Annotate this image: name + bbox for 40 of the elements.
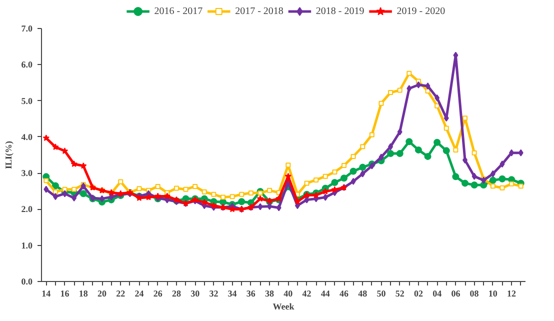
x-tick-label: 32 [209, 288, 219, 298]
y-tick-label: 3.0 [21, 168, 33, 178]
x-tick-label: 06 [451, 288, 461, 298]
x-tick-label: 28 [172, 288, 182, 298]
y-tick-label: 4.0 [21, 132, 33, 142]
x-tick-label: 38 [265, 288, 275, 298]
x-tick-label: 14 [42, 288, 52, 298]
x-axis-title: Week [272, 302, 294, 312]
x-tick-label: 50 [376, 288, 386, 298]
x-tick-label: 26 [153, 288, 163, 298]
x-tick-label: 42 [302, 288, 312, 298]
legend-label: 2019 - 2020 [396, 6, 446, 17]
x-tick-label: 46 [340, 288, 349, 298]
y-tick-label: 2.0 [21, 204, 33, 214]
x-tick-label: 52 [395, 288, 405, 298]
y-tick-label: 6.0 [21, 60, 33, 70]
y-tick-label: 5.0 [21, 96, 33, 106]
x-tick-label: 36 [246, 288, 256, 298]
x-tick-label: 24 [134, 288, 144, 298]
x-tick-label: 10 [488, 288, 498, 298]
x-tick-label: 48 [358, 288, 368, 298]
x-tick-label: 04 [432, 288, 442, 298]
x-tick-label: 16 [60, 288, 70, 298]
x-tick-label: 22 [116, 288, 126, 298]
legend-label: 2017 - 2018 [235, 6, 284, 17]
x-tick-label: 02 [414, 288, 424, 298]
y-axis-title: ILI(%) [3, 140, 14, 169]
y-tick-label: 0.0 [21, 276, 33, 286]
x-tick-label: 44 [320, 288, 330, 298]
y-tick-label: 7.0 [21, 24, 33, 34]
legend-label: 2018 - 2019 [316, 6, 364, 17]
x-tick-label: 34 [228, 288, 238, 298]
x-tick-label: 12 [507, 288, 517, 298]
y-tick-label: 1.0 [21, 240, 33, 250]
x-tick-label: 18 [78, 288, 88, 298]
x-tick-label: 08 [470, 288, 480, 298]
x-tick-label: 30 [190, 288, 200, 298]
x-tick-label: 20 [98, 288, 107, 298]
x-tick-label: 40 [284, 288, 294, 298]
legend-label: 2016 - 2017 [154, 6, 203, 17]
